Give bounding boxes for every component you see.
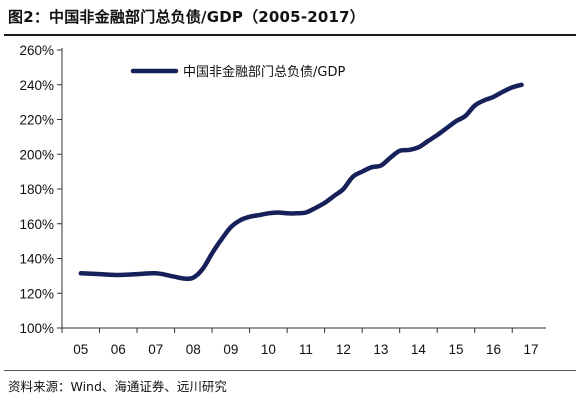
- y-tick-label: 100%: [19, 321, 54, 336]
- y-tick-label: 220%: [19, 113, 54, 128]
- x-tick-label: 12: [336, 342, 351, 357]
- y-tick-label: 240%: [19, 78, 54, 93]
- y-tick-label: 180%: [19, 182, 54, 197]
- x-tick-label: 16: [486, 342, 501, 357]
- y-tick-label: 200%: [19, 147, 54, 162]
- y-tick-label: 260%: [19, 43, 54, 58]
- line-chart: 100% 120% 140% 160% 180% 200% 220% 240% 260% 05 06…: [19, 43, 546, 357]
- series-line-0: [78, 82, 524, 282]
- source-rule: [4, 370, 576, 371]
- figure-title: 图2：中国非金融部门总负债/GDP（2005-2017）: [8, 8, 365, 26]
- x-tick-label: 11: [299, 342, 313, 357]
- title-rule: [4, 34, 576, 36]
- y-tick-label: 160%: [19, 217, 54, 232]
- x-tick-label: 07: [148, 342, 163, 357]
- x-tick-label: 13: [373, 342, 388, 357]
- x-tick-label: 15: [448, 342, 463, 357]
- x-tick-label: 10: [261, 342, 276, 357]
- x-tick-label: 09: [223, 342, 238, 357]
- y-tick-label: 140%: [19, 252, 54, 267]
- legend-label: 中国非金融部门总负债/GDP: [183, 64, 345, 80]
- source-note: 资料来源：Wind、海通证券、远川研究: [8, 379, 227, 394]
- y-tick-label: 120%: [19, 286, 54, 301]
- x-tick-label: 06: [111, 342, 126, 357]
- x-tick-label: 14: [411, 342, 427, 357]
- x-tick-label: 05: [73, 342, 88, 357]
- x-tick-label: 08: [186, 342, 201, 357]
- x-tick-label: 17: [523, 342, 538, 357]
